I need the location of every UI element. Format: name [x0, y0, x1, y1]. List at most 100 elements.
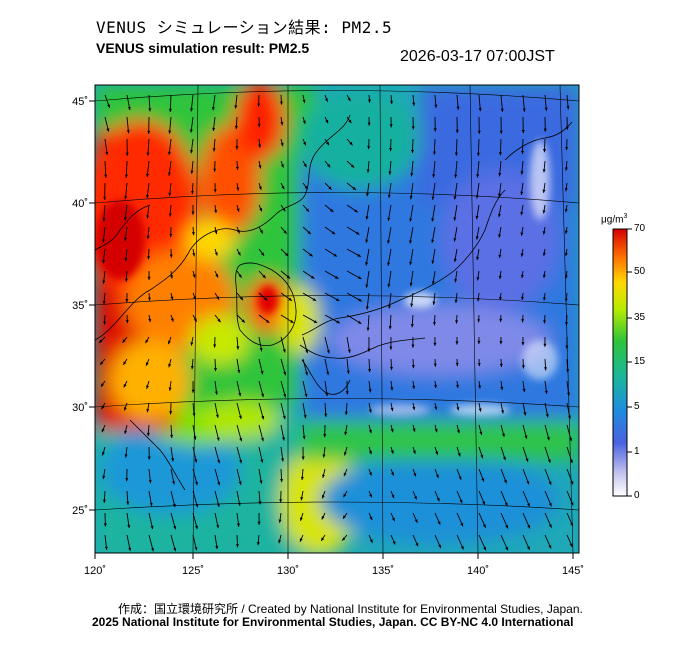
wind-arrow-head: [455, 320, 459, 324]
wind-arrow-head: [146, 409, 150, 413]
wind-arrow-head: [411, 149, 415, 154]
wind-arrow-head: [358, 298, 362, 302]
wind-arrow-head: [477, 130, 481, 134]
wind-arrow-head: [369, 472, 372, 476]
wind-arrow-head: [124, 174, 128, 178]
wind-arrow-head: [168, 172, 171, 176]
wind-arrow-head: [238, 481, 242, 485]
wind-arrow-head: [521, 365, 525, 369]
wind-arrow-head: [264, 297, 268, 301]
wind-arrow-head: [343, 493, 347, 498]
wind-arrow-head: [282, 349, 286, 353]
wind-arrow-head: [481, 478, 485, 482]
wind-arrow-head: [415, 542, 419, 547]
wind-arrow-head: [387, 240, 391, 244]
wind-arrow-head: [543, 149, 547, 153]
wind-arrow-head: [148, 318, 152, 323]
colorbar-tick-1: 1: [634, 446, 640, 457]
wind-arrow-head: [475, 195, 479, 199]
wind-arrow-head: [303, 141, 306, 146]
credit-japanese: 作成：国立環境研究所 / Created by National Institu…: [118, 602, 583, 616]
wind-arrow-head: [168, 130, 172, 134]
wind-arrow-head: [409, 240, 413, 244]
wind-arrow-head: [107, 104, 110, 108]
wind-arrow-head: [101, 405, 105, 410]
colorbar-tick-0: 0: [634, 490, 640, 501]
lat-label-45: 45˚: [72, 96, 88, 108]
wind-arrow-head: [257, 123, 261, 128]
wind-arrow-head: [124, 196, 128, 200]
wind-arrow-head: [126, 130, 130, 134]
wind-arrow-head: [239, 296, 244, 301]
wind-arrow-head: [122, 339, 126, 343]
wind-arrow-head: [479, 431, 483, 435]
wind-arrow-head: [389, 124, 393, 128]
wind-arrow-head: [301, 456, 305, 460]
wind-arrow-head: [455, 129, 459, 133]
wind-arrow-head: [146, 385, 149, 389]
wind-arrow-head: [476, 256, 480, 260]
wind-arrow-head: [365, 284, 369, 288]
wind-arrow-head: [344, 411, 348, 415]
wind-arrow-head: [172, 503, 176, 508]
wind-arrow-head: [103, 523, 107, 527]
wind-arrow-head: [325, 98, 328, 102]
wind-arrow-head: [543, 128, 547, 132]
wind-arrow-head: [280, 164, 284, 168]
wind-arrow-head: [101, 383, 104, 387]
wind-arrow-head: [148, 479, 152, 484]
wind-arrow-head: [259, 347, 263, 352]
wind-arrow-head: [321, 495, 325, 499]
lat-label-25: 25˚: [72, 505, 88, 517]
wind-arrow-head: [147, 276, 151, 280]
lat-label-35: 35˚: [72, 300, 88, 312]
wind-arrow-head: [524, 435, 528, 439]
wind-arrow-head: [433, 342, 437, 346]
wind-arrow-head: [542, 189, 546, 193]
wind-arrow-head: [190, 150, 194, 154]
wind-arrow-head: [257, 521, 261, 525]
wind-arrow-head: [504, 502, 508, 507]
wind-arrow-head: [127, 524, 131, 529]
wind-arrow-head: [525, 458, 529, 462]
wind-arrow-head: [125, 319, 129, 324]
wind-arrow-head: [520, 253, 524, 257]
wind-arrow-head: [128, 547, 132, 551]
wind-arrow-head: [190, 342, 194, 346]
wind-arrow-head: [124, 217, 127, 221]
wind-arrow-head: [368, 409, 372, 413]
coastlines: [95, 114, 573, 491]
wind-arrow-head: [432, 301, 436, 305]
wind-arrow-head: [543, 343, 547, 347]
wind-arrow-head: [192, 253, 196, 257]
wind-arrow-head: [305, 208, 310, 212]
wind-arrow-head: [173, 526, 177, 530]
wind-arrow-head: [503, 479, 507, 484]
wind-arrow-head: [547, 459, 551, 463]
wind-arrow-head: [168, 340, 171, 345]
wind-arrow-head: [124, 278, 128, 282]
wind-arrow-head: [482, 524, 486, 528]
colorbar-tick-70: 70: [634, 223, 646, 234]
wind-arrow-head: [261, 252, 265, 256]
wind-arrow-head: [388, 305, 391, 309]
wind-arrow-head: [194, 547, 198, 551]
wind-arrow-head: [102, 300, 106, 305]
wind-arrow-head: [334, 275, 339, 279]
wind-arrow-head: [290, 319, 294, 323]
wind-arrow-head: [435, 474, 439, 478]
wind-arrow-head: [368, 389, 372, 393]
wind-arrow-head: [239, 459, 243, 464]
wind-arrow-head: [146, 173, 150, 178]
wind-arrow-head: [476, 277, 480, 281]
wind-arrow-head: [261, 437, 264, 442]
wind-arrow-head: [146, 235, 150, 239]
wind-arrow-head: [300, 517, 303, 521]
wind-arrow-head: [170, 275, 174, 279]
wind-arrow-head: [477, 362, 481, 367]
wind-arrow-head: [454, 299, 458, 303]
wind-arrow-head: [475, 236, 479, 240]
wind-arrow-head: [475, 215, 479, 220]
wind-arrow-head: [564, 252, 568, 256]
